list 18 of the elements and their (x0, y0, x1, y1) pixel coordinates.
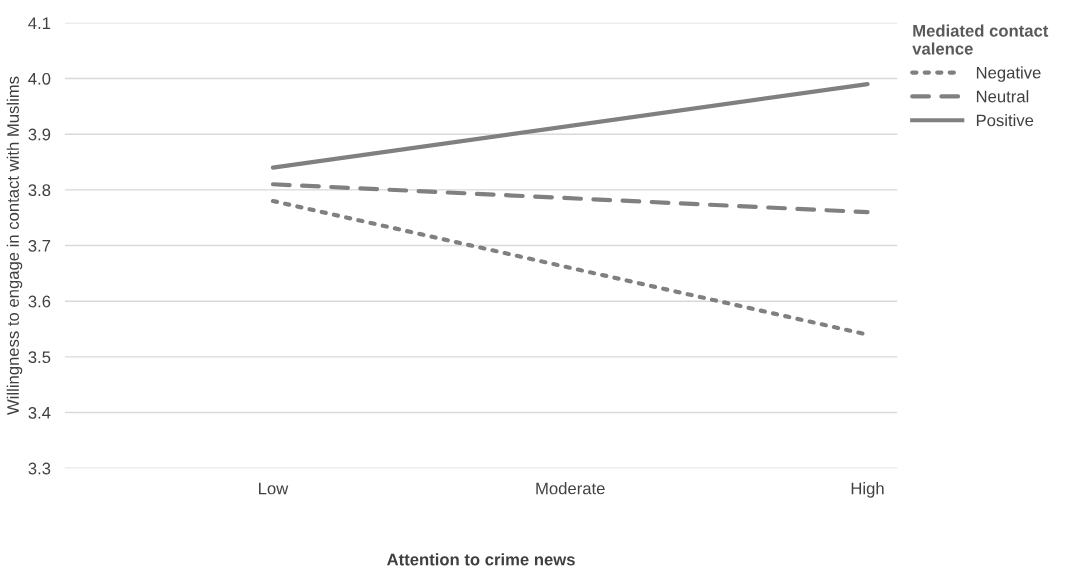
y-tick-label: 4.1 (28, 17, 51, 29)
x-tick-label: Moderate (536, 482, 605, 495)
y-tick-label: 3.4 (28, 406, 51, 419)
legend-label: Neutral (976, 90, 1029, 103)
legend-label: Positive (976, 114, 1034, 127)
x-axis-title: Attention to crime news (387, 553, 575, 566)
y-tick-label: 3.3 (28, 462, 51, 475)
y-tick-label: 3.6 (28, 295, 51, 308)
x-tick-label: Low (259, 482, 289, 495)
y-tick-label: 3.5 (28, 351, 51, 364)
legend-title: Mediated contact valence (912, 24, 1049, 55)
x-tick-label: High (851, 482, 884, 498)
y-tick-label: 3.9 (28, 128, 51, 141)
legend-label: Negative (976, 66, 1041, 82)
y-tick-label: 4.0 (28, 72, 51, 85)
y-axis-title: Willingness to engage in contact with Muslims (6, 76, 23, 415)
y-tick-label: 3.7 (28, 239, 51, 252)
y-tick-label: 3.8 (28, 184, 51, 197)
